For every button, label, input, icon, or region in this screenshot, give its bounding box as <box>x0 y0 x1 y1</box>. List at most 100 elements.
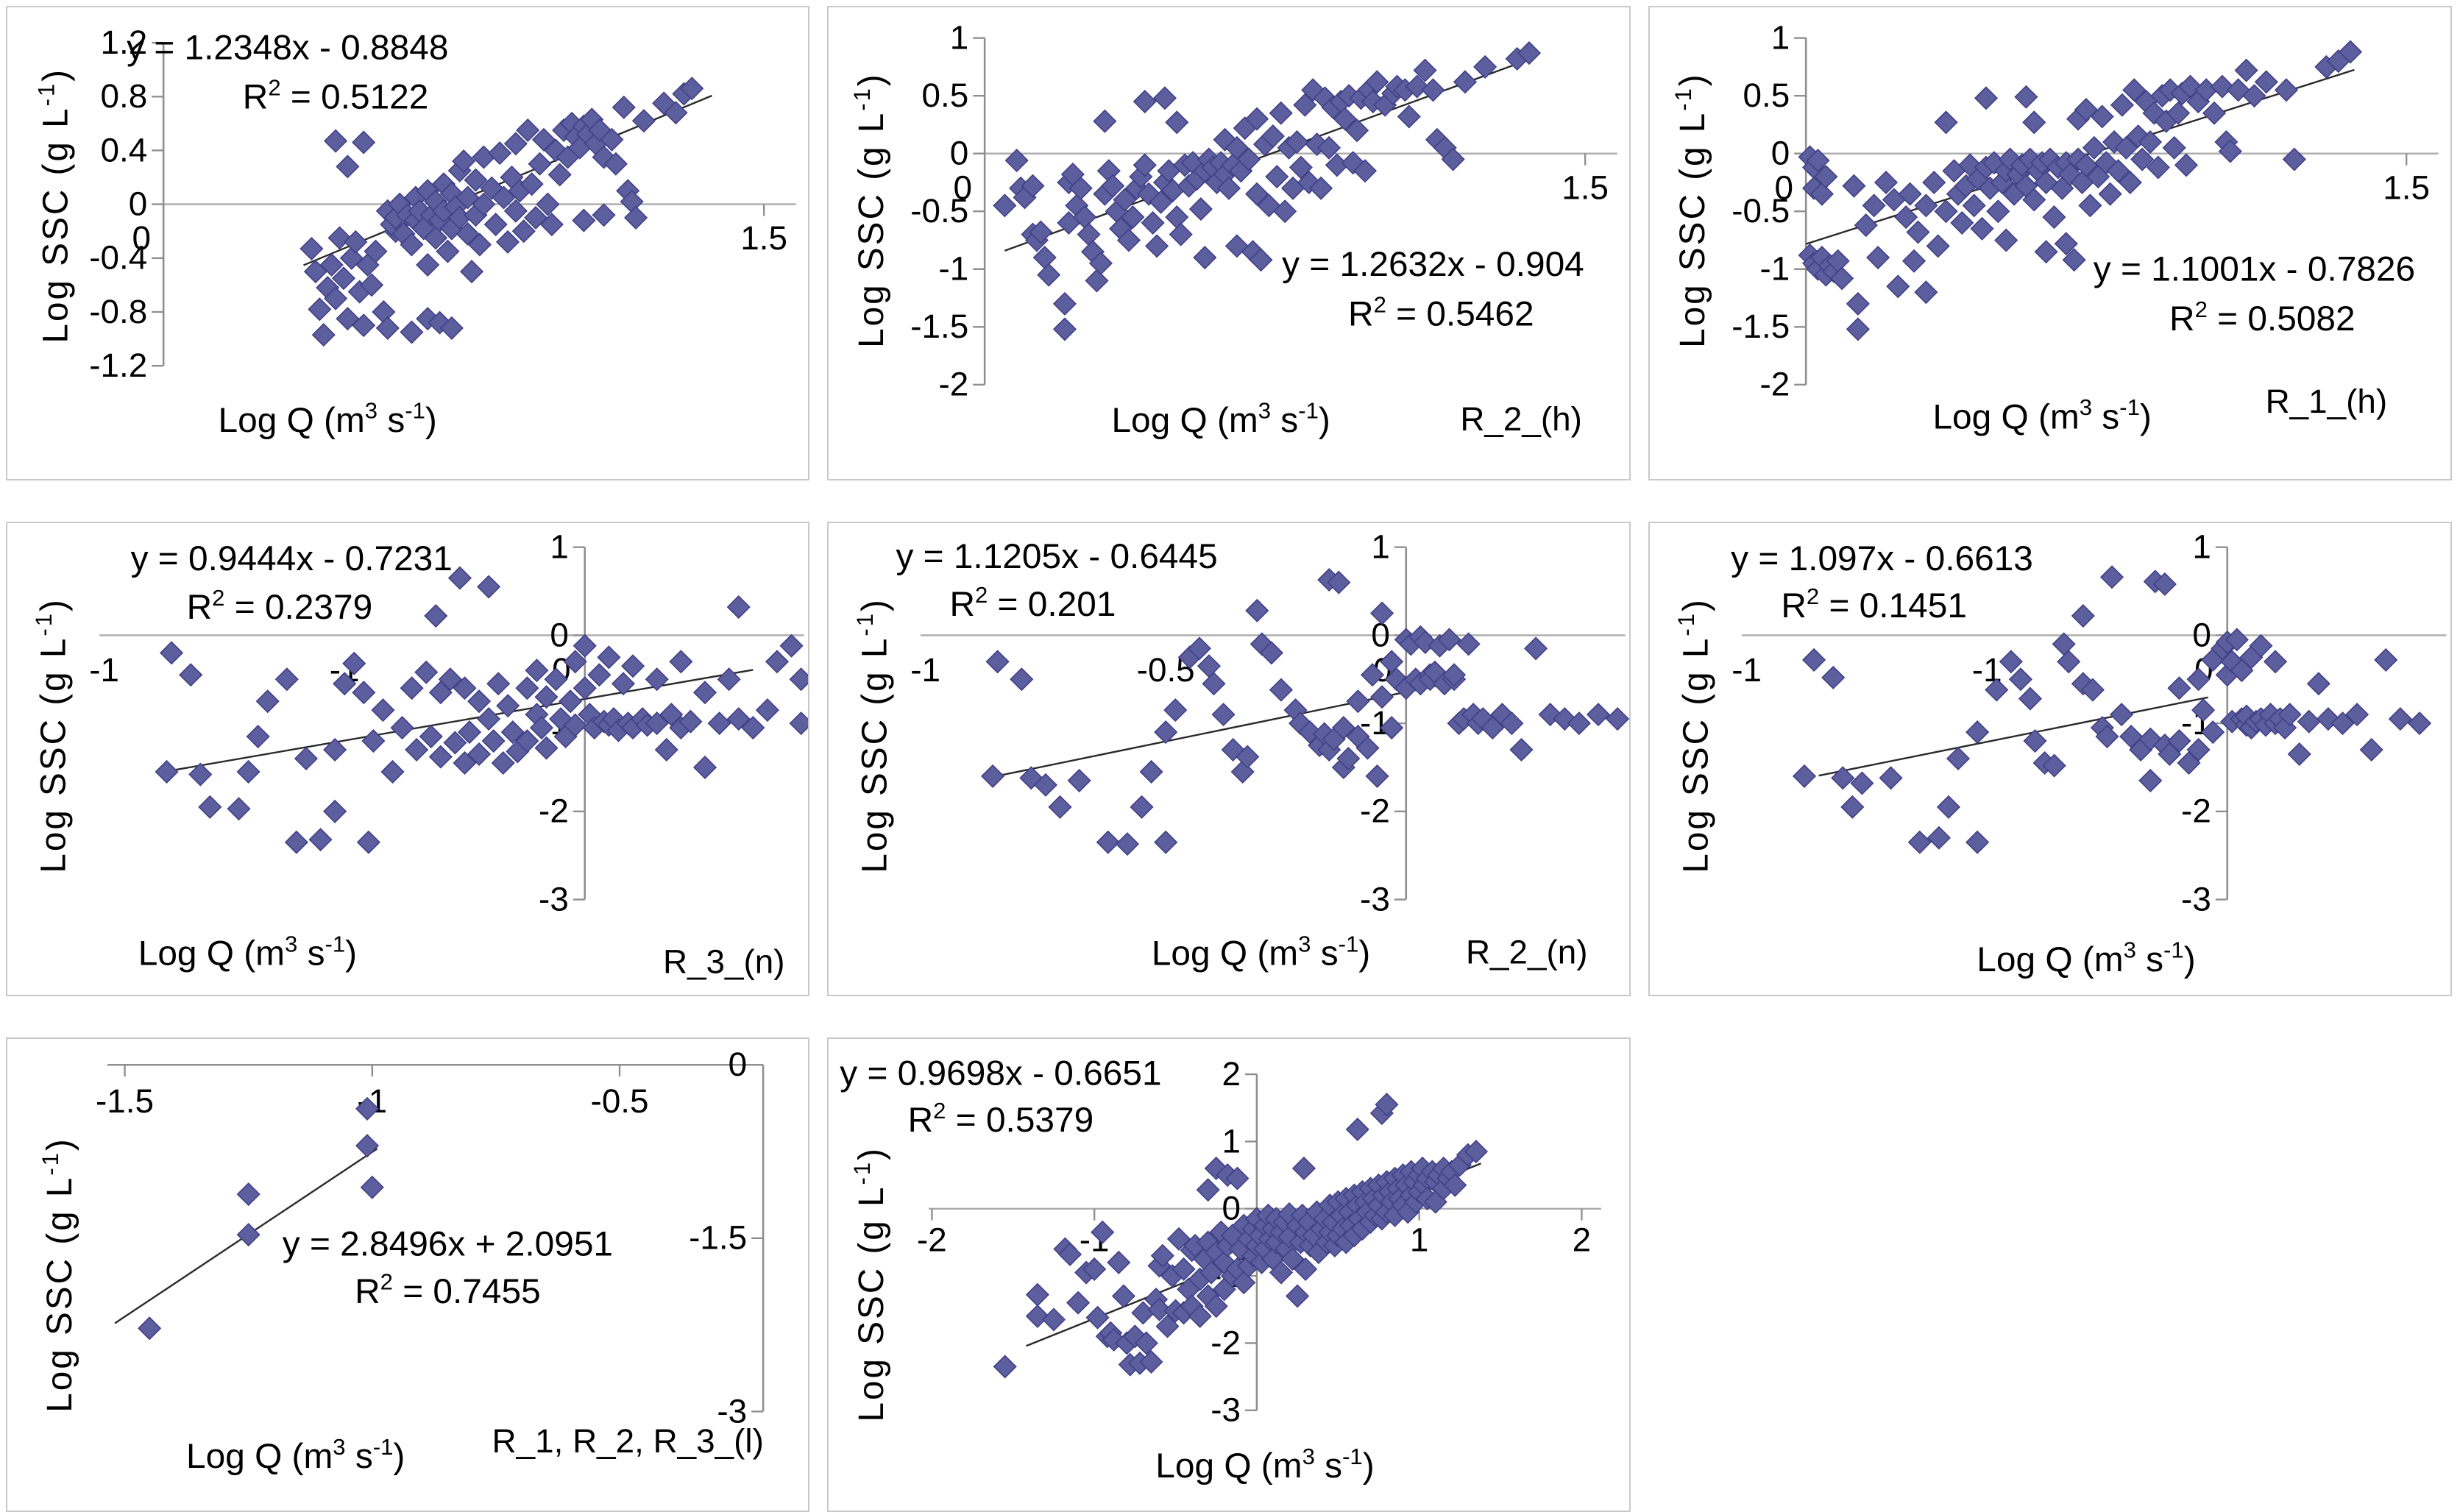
data-point <box>299 236 324 261</box>
data-point <box>1139 759 1163 784</box>
data-point <box>428 681 453 705</box>
data-point <box>2023 729 2047 753</box>
data-point <box>138 1316 162 1341</box>
data-point <box>400 320 424 344</box>
equation-label: y = 1.2632x - 0.904 <box>1282 245 1584 284</box>
data-point <box>419 725 443 749</box>
data-point <box>1068 176 1093 200</box>
data-point <box>483 213 508 237</box>
data-point <box>1216 176 1241 200</box>
data-point <box>1121 205 1145 230</box>
data-point <box>1586 703 1611 727</box>
data-point <box>2338 40 2363 64</box>
data-point <box>528 152 552 176</box>
data-point <box>1111 1284 1135 1308</box>
data-point <box>2359 737 2383 762</box>
data-point <box>2306 672 2330 696</box>
data-point <box>1171 1257 1196 1281</box>
x-tick-label: 1.5 <box>1562 168 1609 206</box>
data-point <box>1116 228 1141 252</box>
data-point <box>2130 147 2155 171</box>
data-point <box>323 799 347 823</box>
data-point <box>456 185 480 210</box>
data-point <box>1236 745 1260 769</box>
data-point <box>236 1223 260 1247</box>
x-tick-label: -1 <box>1731 651 1762 689</box>
data-point <box>1204 1294 1228 1318</box>
x-axis-title: Log Q (m3 s-1) <box>186 1434 405 1476</box>
data-point <box>1365 70 1389 94</box>
data-point <box>1033 773 1057 797</box>
r2-label: R2 = 0.5379 <box>908 1098 1094 1140</box>
data-point <box>327 226 352 250</box>
data-point <box>255 689 280 714</box>
data-point <box>2058 162 2083 187</box>
y-tick-label: -0.4 <box>89 239 147 277</box>
data-point <box>1456 632 1481 656</box>
data-point <box>488 141 512 166</box>
data-point <box>1245 182 1269 206</box>
data-point <box>981 764 1005 788</box>
y-tick-label: 1 <box>550 528 568 566</box>
data-point <box>2098 182 2122 206</box>
r2-label: R2 = 0.5122 <box>243 75 429 117</box>
empty-grid-cell <box>1648 1037 2452 1512</box>
series-corner-label: R_2_(n) <box>1466 934 1588 971</box>
scatter-plot: 1.20.80.40-0.4-0.8-1.20 1.5y = 1.2348x - … <box>33 24 796 440</box>
data-point <box>424 226 448 250</box>
data-point <box>1273 199 1297 224</box>
data-point <box>1862 194 1886 218</box>
data-point <box>324 286 348 310</box>
data-point <box>2225 628 2249 652</box>
data-point <box>1230 759 1255 784</box>
data-point <box>985 650 1010 674</box>
data-point <box>531 127 556 152</box>
data-point <box>755 698 779 723</box>
data-point <box>405 737 429 762</box>
y-tick-label: -3 <box>2181 880 2211 918</box>
data-point <box>620 654 645 678</box>
data-point <box>993 1355 1017 1379</box>
data-point <box>1380 716 1404 740</box>
y-tick-label: -3 <box>1210 1391 1241 1429</box>
data-point <box>360 1175 384 1199</box>
data-points <box>1798 40 2363 341</box>
data-point <box>467 742 492 767</box>
data-point <box>1437 628 1461 652</box>
data-point <box>1842 174 1866 198</box>
data-point <box>2230 659 2254 683</box>
data-point <box>2254 70 2278 94</box>
y-tick-label: -1 <box>938 250 968 288</box>
data-point <box>2034 240 2058 264</box>
data-point <box>1413 58 1437 82</box>
data-point <box>1188 197 1213 221</box>
data-point <box>1333 107 1357 131</box>
x-tick-label: 0 <box>1775 168 1793 206</box>
data-point <box>2110 93 2134 117</box>
data-point <box>1289 155 1313 180</box>
data-point <box>1421 78 1445 102</box>
data-point <box>1316 135 1341 160</box>
data-point <box>2022 188 2046 212</box>
x-axis-title: Log Q (m3 s-1) <box>138 931 357 973</box>
data-point <box>1524 636 1548 661</box>
data-point <box>524 205 548 230</box>
data-point <box>439 316 464 340</box>
data-point <box>1249 248 1273 272</box>
y-tick-label: 0.4 <box>101 131 148 168</box>
data-point <box>2095 725 2119 749</box>
data-point <box>2106 159 2130 183</box>
data-point <box>692 755 717 779</box>
data-point <box>198 795 222 819</box>
y-tick-label: -3 <box>1360 880 1390 918</box>
data-point <box>993 194 1017 218</box>
data-point <box>1345 118 1369 143</box>
data-point <box>1265 165 1289 189</box>
data-point <box>1866 246 1890 270</box>
data-point <box>2287 742 2311 767</box>
data-point <box>2167 729 2191 753</box>
data-point <box>1077 222 1101 246</box>
data-point <box>1473 54 1497 79</box>
data-point <box>336 155 360 179</box>
